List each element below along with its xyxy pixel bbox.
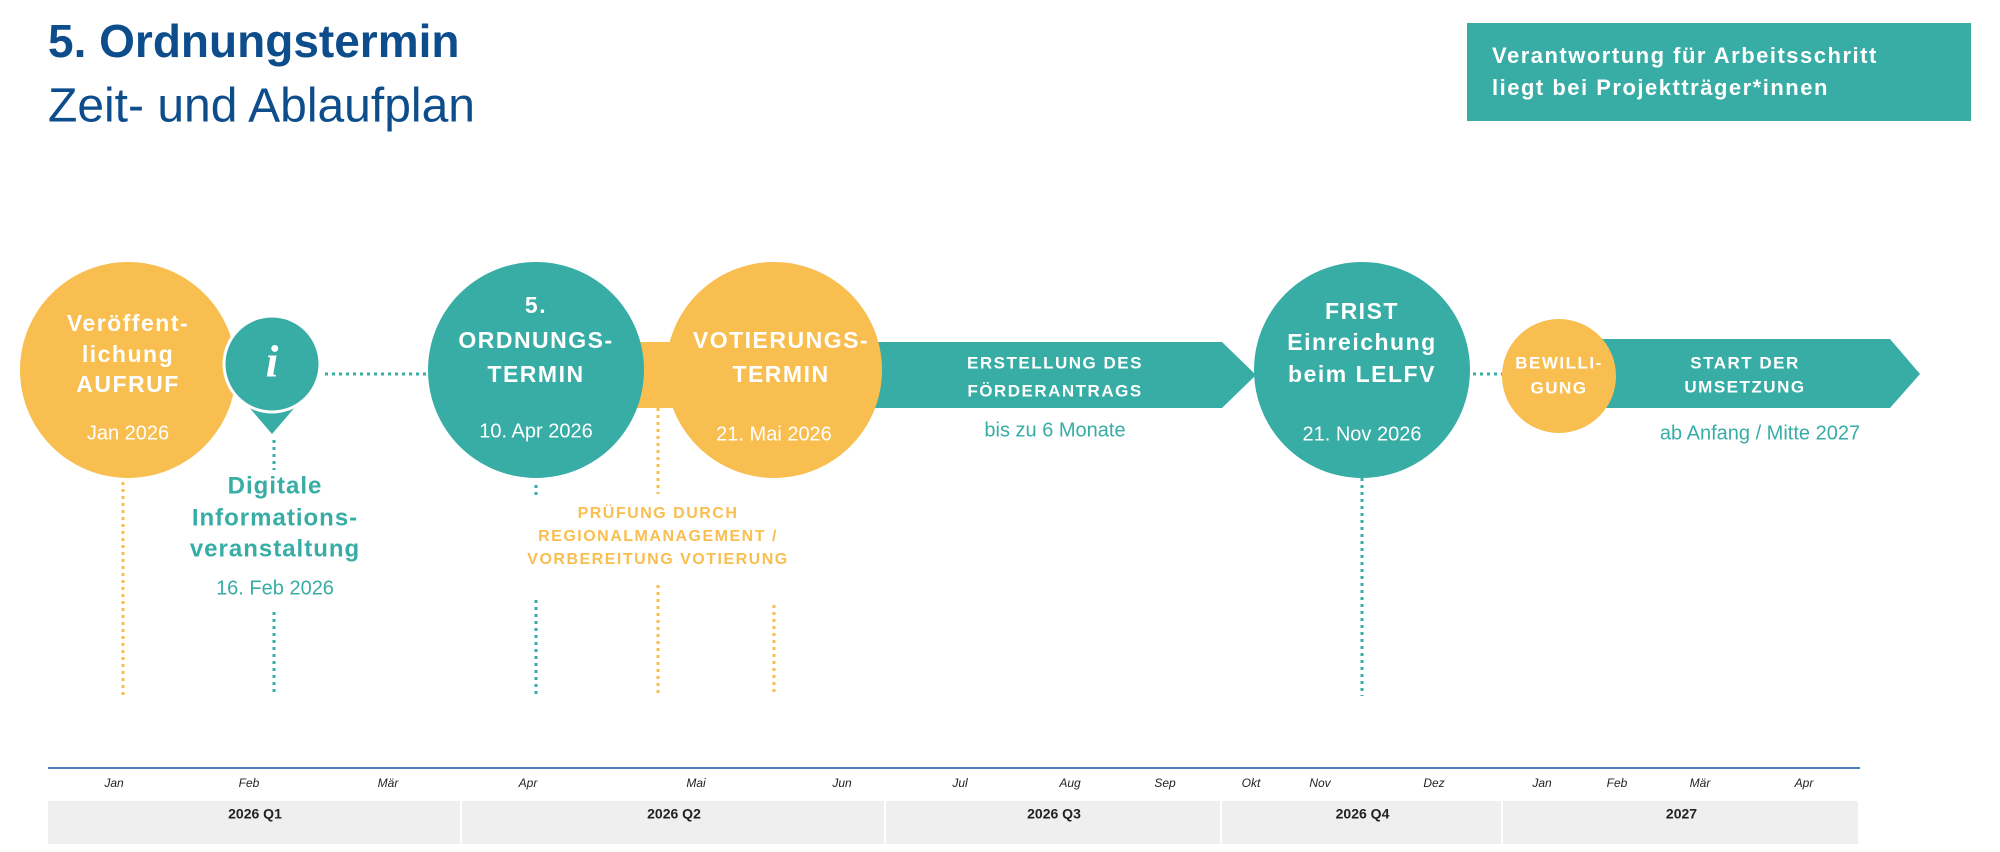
node-label: Informations- (192, 504, 358, 531)
months: Jan Feb Mär Apr Mai Jun Jul Aug Sep Okt Nov Dez Jan F… (103, 776, 1814, 790)
month-label: Okt (1242, 776, 1261, 790)
node-circle (1254, 262, 1470, 478)
node-label: FRIST (1325, 298, 1399, 324)
node-label: AUFRUF (76, 371, 180, 397)
node-label: GUNG (1531, 378, 1588, 397)
arrow (1595, 339, 1920, 408)
node-label: veranstaltung (190, 535, 360, 562)
quarter-cell (462, 801, 884, 844)
month-label: Mär (1690, 776, 1712, 790)
node-date: ab Anfang / Mitte 2027 (1660, 422, 1860, 444)
node-label: Einreichung (1287, 329, 1436, 355)
month-label: Dez (1423, 776, 1444, 790)
quarter-cell (1222, 801, 1501, 844)
node-label: Digitale (228, 472, 323, 499)
node-label: FÖRDERANTRAGS (967, 381, 1142, 400)
note: PRÜFUNG DURCH (578, 503, 739, 522)
note: VORBEREITUNG VOTIERUNG (527, 551, 788, 568)
pin (222, 314, 322, 414)
quarter-cell (48, 801, 460, 844)
node-label: ERSTELLUNG DES (967, 353, 1143, 372)
month-label: Sep (1154, 776, 1176, 790)
legend-box (1467, 23, 1971, 121)
title: 5. Ordnungstermin (48, 15, 459, 67)
month-label: Mär (378, 776, 400, 790)
month-label: Apr (518, 776, 539, 790)
node-label: TERMIN (487, 361, 584, 387)
quarter-cell (1503, 801, 1858, 844)
node-circle (666, 262, 882, 478)
info-icon: i (266, 336, 279, 387)
node-label: UMSETZUNG (1684, 377, 1805, 396)
month-label: Mai (686, 776, 706, 790)
node-date: Jan 2026 (87, 422, 169, 444)
node-label: TERMIN (732, 361, 829, 387)
quarter-label: 2027 (1666, 806, 1697, 822)
month-label: Jun (831, 776, 852, 790)
node-label: 5. (525, 292, 547, 318)
node-date: bis zu 6 Monate (984, 419, 1125, 441)
node-label: START DER (1690, 353, 1800, 372)
node-circle (20, 262, 236, 478)
month-label: Feb (239, 776, 260, 790)
note: REGIONALMANAGEMENT / (538, 528, 778, 545)
month-label: Jul (951, 776, 968, 790)
node-label: beim LELFV (1288, 361, 1436, 387)
month-label: Aug (1058, 776, 1081, 790)
month-label: Jan (1531, 776, 1552, 790)
month-label: Nov (1309, 776, 1331, 790)
month-label: Apr (1794, 776, 1815, 790)
node-date: 10. Apr 2026 (479, 420, 592, 442)
node-label: Veröffent- (67, 310, 189, 336)
month-label: Feb (1607, 776, 1628, 790)
quarter-label: 2026 Q2 (647, 806, 701, 822)
arrow (860, 342, 1256, 408)
legend-text: liegt bei Projektträger*innen (1492, 75, 1829, 100)
month-label: Jan (103, 776, 124, 790)
node-label: BEWILLI- (1515, 353, 1603, 372)
node-label: ORDNUNGS- (458, 327, 613, 353)
quarters: 2026 Q1 2026 Q2 2026 Q3 2026 Q4 2027 (48, 801, 1858, 844)
node-circle (1502, 319, 1616, 433)
legend-text: Verantwortung für Arbeitsschritt (1492, 43, 1878, 68)
node-date: 16. Feb 2026 (216, 577, 334, 599)
node-label: lichung (82, 341, 174, 367)
node-circle (428, 262, 644, 478)
quarter-cell (886, 801, 1220, 844)
node-date: 21. Nov 2026 (1303, 423, 1422, 445)
node-label: VOTIERUNGS- (693, 327, 869, 353)
quarter-label: 2026 Q1 (228, 806, 282, 822)
quarter-label: 2026 Q3 (1027, 806, 1081, 822)
quarter-label: 2026 Q4 (1336, 806, 1390, 822)
node-date: 21. Mai 2026 (716, 423, 832, 445)
subtitle: Zeit- und Ablaufplan (48, 80, 475, 133)
